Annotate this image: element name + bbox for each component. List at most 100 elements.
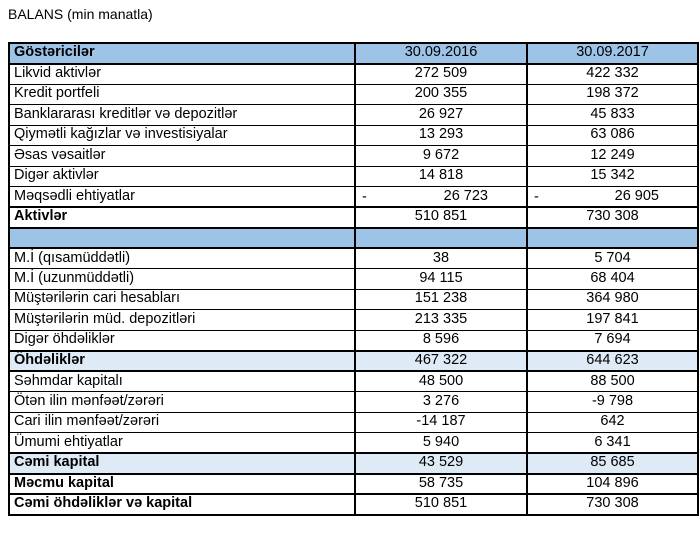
- table-row: Öhdəliklər 467 322 644 623: [8, 349, 699, 372]
- page-title: BALANS (min manatla): [8, 6, 153, 22]
- table-row: Müştərilərin cari hesabları 151 238 364 98…: [8, 288, 699, 310]
- value-2016: 13 293: [354, 124, 528, 146]
- row-label: Əsas vəsaitlər: [8, 145, 356, 167]
- value-2016: 9 672: [354, 145, 528, 167]
- row-label: Kredit portfeli: [8, 83, 356, 105]
- value-2017: 104 896: [526, 472, 699, 495]
- row-label: Öhdəliklər: [8, 349, 356, 372]
- value-2016: 467 322: [354, 349, 528, 372]
- table-row: Cari ilin mənfəət/zərəri -14 187 642: [8, 411, 699, 433]
- value-2016: [354, 226, 528, 249]
- row-label: Məqsədli ehtiyatlar: [8, 186, 356, 208]
- table-row: Məqsədli ehtiyatlar -26 723-26 905: [8, 186, 699, 208]
- value-2016: 151 238: [354, 288, 528, 310]
- value-2016: 48 500: [354, 370, 528, 392]
- value-2017: 642: [526, 411, 699, 433]
- table-row: Digər aktivlər 14 818 15 342: [8, 165, 699, 187]
- row-label: Digər aktivlər: [8, 165, 356, 187]
- value-2017: 730 308: [526, 493, 699, 516]
- table-row: Aktivlər 510 851 730 308: [8, 206, 699, 228]
- value-2017: 422 332: [526, 63, 699, 85]
- value-2016: 272 509: [354, 63, 528, 85]
- row-label: Aktivlər: [8, 206, 356, 228]
- row-label: Ümumi ehtiyatlar: [8, 432, 356, 454]
- value-2017: -9 798: [526, 391, 699, 413]
- balance-table: Göstəricilər 30.09.2016 30.09.2017 Likvi…: [8, 42, 699, 516]
- table-row: Ötən ilin mənfəət/zərəri 3 276 -9 798: [8, 391, 699, 413]
- row-label: Ötən ilin mənfəət/zərəri: [8, 391, 356, 413]
- value-2016: 94 115: [354, 268, 528, 290]
- value-2017: 88 500: [526, 370, 699, 392]
- value-2017: [526, 226, 699, 249]
- value-2016: 58 735: [354, 472, 528, 495]
- value-2016-amount: 26 723: [443, 187, 488, 204]
- value-2017: 68 404: [526, 268, 699, 290]
- value-2017: 85 685: [526, 452, 699, 474]
- value-2017: 197 841: [526, 309, 699, 331]
- table-row: Banklararası kreditlər və depozitlər 26 9…: [8, 104, 699, 126]
- value-2016: 200 355: [354, 83, 528, 105]
- spacer-row: [8, 226, 699, 249]
- table-row: Likvid aktivlər 272 509 422 332: [8, 63, 699, 85]
- value-2016: - 26 723: [354, 186, 528, 208]
- table-row: Əsas vəsaitlər 9 672 12 249: [8, 145, 699, 167]
- table-row: Cəmi öhdəliklər və kapital 510 851 730 308: [8, 493, 699, 516]
- header-row: Göstəricilər 30.09.2016 30.09.2017: [8, 42, 699, 65]
- row-label: Cəmi öhdəliklər və kapital: [8, 493, 356, 516]
- table-row: M.İ (qısamüddətli) 38 5 704: [8, 247, 699, 269]
- col-header-date-2017: 30.09.2017: [526, 42, 699, 65]
- row-label: [8, 226, 356, 249]
- negative-sign: -: [534, 189, 539, 205]
- col-header-date-2016: 30.09.2016: [354, 42, 528, 65]
- table-row: M.İ (uzunmüddətli) 94 115 68 404: [8, 268, 699, 290]
- value-2016: 38: [354, 247, 528, 269]
- value-2017: 7 694: [526, 329, 699, 351]
- value-2016: 213 335: [354, 309, 528, 331]
- col-header-indicators: Göstəricilər: [8, 42, 356, 65]
- value-2016: 26 927: [354, 104, 528, 126]
- value-2016: 8 596: [354, 329, 528, 351]
- negative-sign: -: [362, 189, 367, 205]
- value-2017: 730 308: [526, 206, 699, 228]
- value-2017-amount: 26 905: [614, 187, 659, 204]
- value-2016: 5 940: [354, 432, 528, 454]
- row-label: Məcmu kapital: [8, 472, 356, 495]
- row-label: M.İ (uzunmüddətli): [8, 268, 356, 290]
- row-label: Cari ilin mənfəət/zərəri: [8, 411, 356, 433]
- value-2017: 5 704: [526, 247, 699, 269]
- value-2016: 510 851: [354, 206, 528, 228]
- table-row: Müştərilərin müd. depozitləri 213 335 197 …: [8, 309, 699, 331]
- row-label: Digər öhdəliklər: [8, 329, 356, 351]
- value-2017: 45 833: [526, 104, 699, 126]
- value-2016: 3 276: [354, 391, 528, 413]
- table-row: Məcmu kapital 58 735 104 896: [8, 472, 699, 495]
- table-row: Kredit portfeli 200 355 198 372: [8, 83, 699, 105]
- row-label: Banklararası kreditlər və depozitlər: [8, 104, 356, 126]
- table-row: Ümumi ehtiyatlar 5 940 6 341: [8, 432, 699, 454]
- value-2017: 198 372: [526, 83, 699, 105]
- row-label: Səhmdar kapitalı: [8, 370, 356, 392]
- value-2016: 510 851: [354, 493, 528, 516]
- value-2017: 364 980: [526, 288, 699, 310]
- table-row: Cəmi kapital 43 529 85 685: [8, 452, 699, 474]
- table-row: Digər öhdəliklər 8 596 7 694: [8, 329, 699, 351]
- row-label: Müştərilərin müd. depozitləri: [8, 309, 356, 331]
- value-2016: -14 187: [354, 411, 528, 433]
- value-2017: - 26 905: [526, 186, 699, 208]
- table-row: Səhmdar kapitalı 48 500 88 500: [8, 370, 699, 392]
- value-2016: 14 818: [354, 165, 528, 187]
- table-body: Likvid aktivlər 272 509 422 332 Kredit port…: [8, 63, 699, 516]
- value-2017: 12 249: [526, 145, 699, 167]
- table-row: Qiymətli kağızlar və investisiyalar 13 29…: [8, 124, 699, 146]
- value-2017: 6 341: [526, 432, 699, 454]
- row-label: Cəmi kapital: [8, 452, 356, 474]
- row-label: Müştərilərin cari hesabları: [8, 288, 356, 310]
- row-label: M.İ (qısamüddətli): [8, 247, 356, 269]
- value-2017: 644 623: [526, 349, 699, 372]
- value-2017: 15 342: [526, 165, 699, 187]
- value-2016: 43 529: [354, 452, 528, 474]
- value-2017: 63 086: [526, 124, 699, 146]
- row-label: Qiymətli kağızlar və investisiyalar: [8, 124, 356, 146]
- row-label: Likvid aktivlər: [8, 63, 356, 85]
